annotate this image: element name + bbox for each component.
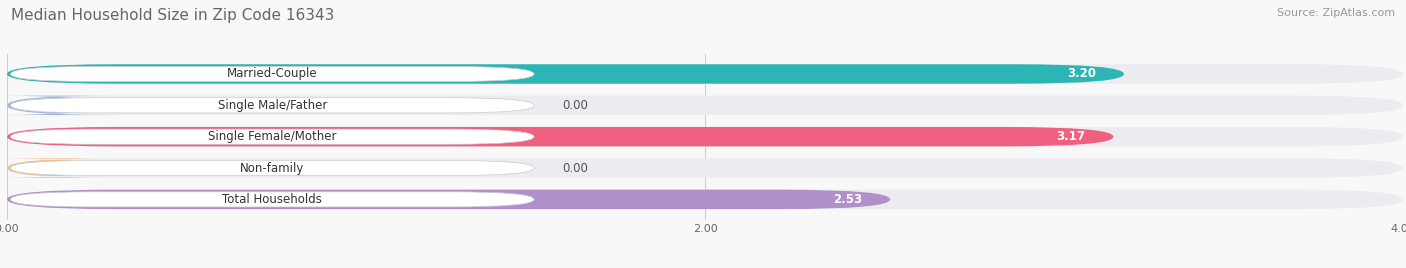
Text: Married-Couple: Married-Couple — [226, 68, 318, 80]
Text: Median Household Size in Zip Code 16343: Median Household Size in Zip Code 16343 — [11, 8, 335, 23]
FancyBboxPatch shape — [10, 66, 534, 81]
Text: Total Households: Total Households — [222, 193, 322, 206]
Text: Non-family: Non-family — [240, 162, 305, 174]
FancyBboxPatch shape — [7, 190, 1403, 209]
Text: 3.20: 3.20 — [1067, 68, 1097, 80]
FancyBboxPatch shape — [7, 96, 1403, 115]
Text: Single Female/Mother: Single Female/Mother — [208, 130, 336, 143]
FancyBboxPatch shape — [7, 158, 1403, 178]
Text: 2.53: 2.53 — [832, 193, 862, 206]
FancyBboxPatch shape — [10, 161, 534, 176]
FancyBboxPatch shape — [10, 98, 534, 113]
FancyBboxPatch shape — [7, 127, 1403, 146]
Text: 0.00: 0.00 — [562, 99, 588, 112]
FancyBboxPatch shape — [7, 64, 1123, 84]
FancyBboxPatch shape — [7, 127, 1114, 146]
Text: Source: ZipAtlas.com: Source: ZipAtlas.com — [1277, 8, 1395, 18]
Text: 0.00: 0.00 — [562, 162, 588, 174]
FancyBboxPatch shape — [10, 192, 534, 207]
Text: 3.17: 3.17 — [1056, 130, 1085, 143]
FancyBboxPatch shape — [0, 96, 115, 115]
FancyBboxPatch shape — [0, 158, 115, 178]
Text: Single Male/Father: Single Male/Father — [218, 99, 328, 112]
FancyBboxPatch shape — [10, 129, 534, 144]
FancyBboxPatch shape — [7, 64, 1403, 84]
FancyBboxPatch shape — [7, 190, 890, 209]
